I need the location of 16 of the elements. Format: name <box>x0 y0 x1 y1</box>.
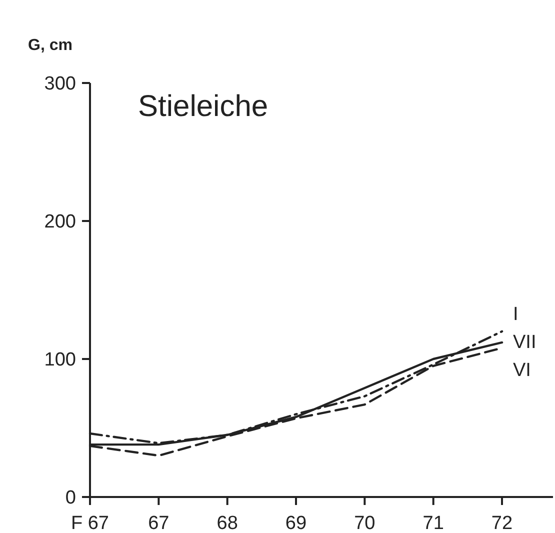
y-tick-label: 100 <box>44 350 76 371</box>
y-tick-label: 0 <box>65 488 76 509</box>
series-label: VI <box>513 360 531 382</box>
y-tick-label: 200 <box>44 212 76 233</box>
chart-title: Stieleiche <box>138 90 268 123</box>
x-tick-label: 70 <box>354 513 376 533</box>
x-tick-label: 67 <box>148 513 170 533</box>
series-label: VII <box>513 332 536 354</box>
x-tick-label: F 67 <box>70 513 110 533</box>
series-label: I <box>513 304 518 326</box>
x-tick-label: 72 <box>491 513 513 533</box>
x-tick-label: 69 <box>285 513 307 533</box>
x-tick-label: 68 <box>216 513 238 533</box>
x-tick-label: 71 <box>422 513 444 533</box>
y-axis-title: G, cm <box>28 37 72 54</box>
y-tick-label: 300 <box>44 74 76 95</box>
